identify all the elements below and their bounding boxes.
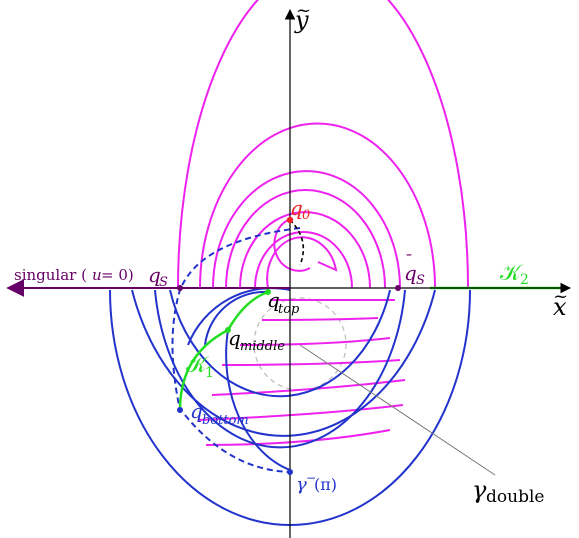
svg-text:S: S	[159, 275, 168, 290]
magenta-lower-6	[197, 404, 404, 421]
svg-text:𝒦: 𝒦	[186, 353, 209, 378]
svg-text:~: ~	[553, 286, 568, 307]
y-axis-label: y ~	[294, 0, 311, 34]
qS-left-point	[177, 285, 183, 291]
svg-text:q: q	[404, 261, 417, 285]
K1-curve	[178, 328, 229, 411]
magenta-trajectories	[177, 0, 469, 446]
magenta-orbit-6	[254, 231, 353, 289]
magenta-lower-4	[221, 359, 401, 366]
gamma-double-label: γ double	[472, 476, 544, 507]
svg-text:γ: γ	[296, 474, 307, 495]
magenta-orbit-4	[225, 188, 386, 289]
blue-inner-2	[204, 290, 269, 346]
svg-text:−: −	[306, 471, 316, 485]
x-axis-label: x ~	[553, 286, 568, 321]
svg-text:0: 0	[302, 208, 310, 223]
qS-right-point	[395, 285, 401, 291]
magenta-lower-2	[261, 317, 379, 321]
K2-label: 𝒦 2	[500, 261, 529, 288]
magenta-orbit-5	[239, 211, 371, 289]
qmiddle-point	[225, 327, 231, 333]
singular-label: singular ( u = 0)	[14, 266, 134, 284]
svg-text:q: q	[148, 263, 161, 287]
blue-dashed-bottom	[184, 414, 291, 473]
blue-spiral-1	[225, 329, 291, 471]
qtop-point	[265, 289, 271, 295]
black-dashed-arc	[289, 219, 305, 266]
svg-text:y: y	[294, 6, 309, 34]
svg-text:top: top	[278, 302, 300, 317]
svg-text:𝒦: 𝒦	[500, 261, 523, 286]
svg-text:1: 1	[205, 365, 214, 381]
svg-text:q: q	[267, 288, 280, 312]
magenta-orbit-7	[266, 236, 338, 289]
q0-label: q 0	[290, 196, 310, 223]
magenta-orbit-2	[199, 122, 436, 289]
magenta-lower-3	[239, 337, 391, 346]
qbottom-point	[177, 407, 183, 413]
K1-label: 𝒦 1	[186, 353, 214, 381]
blue-orbit-3	[154, 289, 406, 449]
svg-text:¯: ¯	[405, 251, 413, 270]
svg-text:= 0): = 0)	[101, 266, 134, 284]
gamma-double-pointer	[299, 344, 496, 476]
svg-text:singular (: singular (	[14, 266, 87, 284]
svg-text:S: S	[416, 273, 425, 288]
qS-left-label: q S	[148, 263, 168, 290]
magenta-lower-7	[205, 429, 391, 446]
svg-text:2: 2	[520, 272, 529, 288]
qtop-label: q top	[267, 288, 300, 317]
svg-text:double: double	[486, 487, 544, 507]
svg-text:γ: γ	[472, 476, 487, 504]
magenta-inner-spiral	[273, 219, 311, 272]
svg-text:q: q	[290, 196, 303, 220]
gamma-minus-label: γ − (π)	[296, 471, 337, 495]
svg-text:q: q	[190, 399, 203, 423]
svg-text:bottom: bottom	[202, 413, 249, 428]
svg-text:q: q	[228, 326, 241, 350]
svg-text:u: u	[92, 266, 102, 284]
qmiddle-label: q middle	[228, 326, 285, 354]
blue-orbit-2	[131, 289, 436, 437]
K1-upper	[226, 290, 269, 331]
svg-text:x: x	[553, 293, 567, 321]
gamma-minus-point	[287, 469, 293, 475]
magenta-orbit-1	[177, 0, 469, 289]
svg-text:~: ~	[296, 0, 311, 21]
magenta-orbit-3	[212, 170, 401, 289]
svg-text:middle: middle	[240, 339, 285, 354]
qS-right-label: q ¯ S	[404, 251, 425, 288]
svg-text:(π): (π)	[314, 475, 337, 494]
q0-point	[286, 216, 294, 224]
qbottom-label: q bottom	[190, 399, 249, 428]
